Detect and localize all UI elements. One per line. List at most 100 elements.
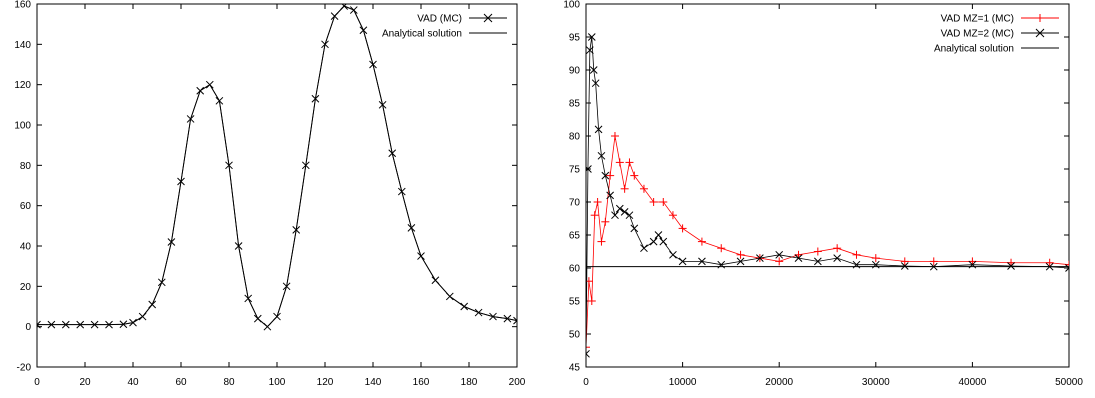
data-point bbox=[833, 244, 842, 253]
legend-label: Analytical solution bbox=[934, 44, 1014, 55]
x-tick-label: 100 bbox=[269, 377, 286, 388]
x-tick-label: 60 bbox=[175, 377, 187, 388]
legend-label: VAD MZ=2 (MC) bbox=[941, 29, 1014, 40]
data-point bbox=[639, 184, 648, 193]
data-point bbox=[594, 125, 603, 134]
x-tick-label: 10000 bbox=[669, 377, 697, 388]
data-point bbox=[630, 224, 639, 233]
data-point bbox=[640, 244, 648, 253]
data-point bbox=[649, 198, 658, 206]
data-point bbox=[659, 237, 668, 246]
y-tick-label: 50 bbox=[569, 330, 581, 341]
plot-area bbox=[37, 4, 517, 331]
data-point bbox=[736, 257, 745, 266]
y-tick-label: 80 bbox=[20, 161, 32, 172]
data-point bbox=[586, 277, 593, 286]
data-point bbox=[586, 349, 590, 358]
data-point bbox=[625, 158, 634, 167]
legend-label: VAD (MC) bbox=[417, 14, 462, 25]
data-point bbox=[601, 171, 610, 180]
y-tick-label: 0 bbox=[25, 322, 31, 333]
y-tick-label: 65 bbox=[569, 231, 581, 242]
plot-frame bbox=[36, 3, 518, 368]
legend: VAD (MC) Analytical solution bbox=[382, 14, 507, 40]
data-point bbox=[587, 33, 596, 41]
series-line-1 bbox=[37, 5, 517, 328]
data-point bbox=[654, 231, 663, 239]
data-point bbox=[615, 158, 624, 167]
data-point bbox=[593, 198, 602, 206]
legend-marker bbox=[1035, 28, 1045, 38]
data-point bbox=[697, 237, 706, 246]
x-tick-label: 40 bbox=[127, 377, 139, 388]
x-tick-label: 40000 bbox=[958, 377, 986, 388]
x-tick-label: 0 bbox=[34, 377, 40, 388]
data-point bbox=[606, 171, 615, 180]
series-path-0 bbox=[586, 135, 1069, 348]
data-point bbox=[813, 247, 822, 256]
x-tick-label: 20 bbox=[79, 377, 91, 388]
y-tick-label: 100 bbox=[563, 0, 580, 11]
legend-label: VAD MZ=1 (MC) bbox=[941, 14, 1014, 25]
plot-area bbox=[586, 33, 1069, 358]
data-point bbox=[668, 211, 677, 220]
data-point bbox=[586, 46, 594, 55]
legend-label: Analytical solution bbox=[382, 29, 462, 40]
data-point bbox=[833, 254, 842, 262]
data-point bbox=[1065, 264, 1069, 272]
data-point bbox=[586, 165, 592, 173]
y-tick-label: 90 bbox=[569, 66, 581, 77]
data-point bbox=[601, 217, 610, 226]
x-tick-label: 140 bbox=[365, 377, 382, 388]
data-point bbox=[630, 171, 639, 180]
plot-frame bbox=[585, 3, 1070, 368]
data-point bbox=[1045, 258, 1054, 267]
data-point bbox=[756, 254, 764, 262]
data-point bbox=[736, 250, 745, 259]
data-point bbox=[698, 257, 706, 266]
data-point bbox=[611, 211, 619, 220]
y-tick-label: 80 bbox=[569, 132, 581, 143]
chart-vad-mc: 0 20 40 60 80 100 120 140 160 180 200-200204060801… bbox=[14, 0, 525, 388]
y-tick-label: 160 bbox=[14, 0, 31, 11]
y-tick-label: 95 bbox=[569, 33, 581, 44]
x-tick-label: 160 bbox=[413, 377, 430, 388]
series-path-1 bbox=[586, 36, 1069, 354]
data-point bbox=[669, 250, 677, 259]
x-tick-label: 0 bbox=[583, 377, 589, 388]
data-point bbox=[587, 297, 596, 305]
data-point bbox=[775, 257, 784, 266]
data-point bbox=[794, 254, 803, 262]
data-point bbox=[597, 151, 606, 160]
y-tick-label: -20 bbox=[17, 363, 32, 374]
x-tick-label: 180 bbox=[461, 377, 478, 388]
data-point bbox=[659, 198, 668, 206]
data-point bbox=[615, 204, 624, 213]
data-point bbox=[620, 208, 629, 216]
data-point bbox=[900, 257, 909, 266]
y-tick-label: 60 bbox=[20, 201, 32, 212]
data-point bbox=[649, 237, 658, 246]
x-tick-label: 30000 bbox=[862, 377, 890, 388]
y-tick-label: 60 bbox=[569, 264, 581, 275]
data-point bbox=[1007, 262, 1015, 270]
data-point bbox=[717, 244, 726, 253]
y-tick-label: 45 bbox=[569, 363, 581, 374]
y-tick-label: 75 bbox=[569, 165, 581, 176]
x-tick-label: 20000 bbox=[765, 377, 793, 388]
x-tick-label: 120 bbox=[317, 377, 334, 388]
data-point bbox=[678, 257, 687, 266]
y-tick-label: 40 bbox=[20, 242, 32, 253]
y-tick-label: 55 bbox=[569, 297, 581, 308]
legend: VAD MZ=1 (MC) VAD MZ=2 (MC) Analytical sol… bbox=[934, 14, 1059, 55]
data-point bbox=[610, 132, 619, 140]
x-tick-label: 50000 bbox=[1055, 377, 1083, 388]
data-point bbox=[852, 250, 861, 259]
data-point bbox=[513, 316, 517, 325]
data-point bbox=[775, 250, 784, 259]
data-point bbox=[590, 211, 599, 220]
x-tick-label: 200 bbox=[509, 377, 526, 388]
y-tick-label: 100 bbox=[14, 121, 31, 132]
y-tick-label: 20 bbox=[20, 282, 32, 293]
